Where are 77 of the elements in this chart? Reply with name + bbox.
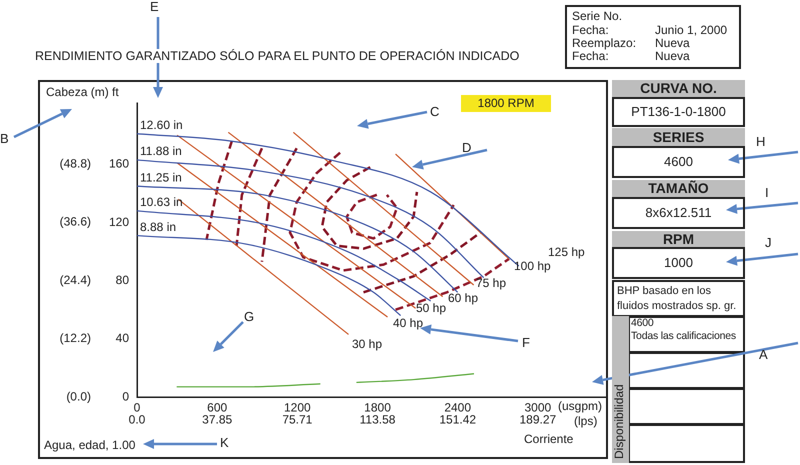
text: Nueva <box>655 36 690 50</box>
y-tick-label: 160 <box>108 156 130 171</box>
text: A <box>759 347 768 362</box>
x2-tick-label: 113.58 <box>360 412 396 427</box>
text: PT136-1-0-1800 <box>612 97 745 127</box>
text: 1000 <box>612 247 745 279</box>
text: Serie No. <box>572 9 622 23</box>
text: Nueva <box>655 49 690 63</box>
y2-tick-label: (36.6) <box>60 214 91 229</box>
x2-tick-label: 75.71 <box>282 412 313 427</box>
y2-tick-label: (48.8) <box>60 156 91 170</box>
text: Agua, edad, 1.00 <box>44 438 136 452</box>
text: K <box>220 435 229 450</box>
series-label: 11.88 in <box>140 144 182 158</box>
x-tick-label: 3000 <box>524 400 552 415</box>
x-tick-label: 1800 <box>364 400 392 415</box>
line-series <box>137 186 458 293</box>
text: Disponibilidad <box>612 316 629 463</box>
text: RPM <box>612 231 745 247</box>
x-tick-label: 2400 <box>444 400 472 415</box>
y-tick-label: 40 <box>116 331 130 346</box>
x2-tick-label: 37.85 <box>202 412 232 427</box>
text: 8x6x12.511 <box>612 197 745 229</box>
series-label: 10.63 in <box>140 195 183 210</box>
annotation: F <box>522 335 530 350</box>
x-tick-label: 0 <box>134 400 141 415</box>
text: Fecha: <box>572 49 609 63</box>
series-label: 12.60 in <box>140 118 183 132</box>
x2-tick-label: 0.0 <box>128 412 146 427</box>
line-series <box>320 166 418 250</box>
y2-tick-label: (12.2) <box>60 331 91 346</box>
text: B <box>0 131 9 146</box>
text: 4600 <box>612 146 745 178</box>
y2-tick-label: (24.4) <box>60 272 91 287</box>
text: Fecha: <box>572 23 609 37</box>
annotation: 40 hp <box>393 316 424 330</box>
annotation: 30 hp <box>352 337 382 351</box>
x2-axis-title: (lps) <box>574 414 598 428</box>
series-label: 11.25 in <box>140 170 182 184</box>
text: Cabeza (m) ft <box>46 85 119 99</box>
y-tick-label: 0 <box>122 389 130 404</box>
text: 4600 <box>631 316 654 330</box>
text: Junio 1, 2000 <box>655 23 728 37</box>
line-series <box>288 151 455 272</box>
text: E <box>150 0 159 14</box>
x-tick-label: 600 <box>207 400 228 415</box>
text: H <box>756 134 766 149</box>
y-tick-label: 120 <box>108 214 130 229</box>
text: TAMAÑO <box>612 180 745 197</box>
text: I <box>765 185 769 200</box>
text: J <box>765 235 772 250</box>
text: BHP basado en los fluidos mostrados sp. gr. <box>612 280 745 317</box>
annotation: D <box>462 140 472 155</box>
y-tick-label: 80 <box>116 272 130 287</box>
annotation: 125 hp <box>548 245 585 259</box>
annotation: 75 hp <box>476 276 506 290</box>
annotation: 50 hp <box>416 301 446 315</box>
line-series <box>137 210 432 302</box>
text: SERIES <box>612 128 745 146</box>
annotation: 60 hp <box>448 291 478 305</box>
annotation: 100 hp <box>514 259 551 273</box>
line-series <box>137 159 484 278</box>
y2-tick-label: (0.0) <box>66 389 91 404</box>
series-label: 8.88 in <box>140 220 176 234</box>
text: Corriente <box>524 432 574 446</box>
text: Todas las calificaciones <box>631 329 736 343</box>
annotation: 1800 RPM <box>461 95 551 112</box>
annotation: C <box>430 104 440 119</box>
annotation: G <box>244 309 254 324</box>
line-series <box>346 194 398 240</box>
x-tick-label: 1200 <box>284 400 312 415</box>
x2-tick-label: 189.27 <box>520 412 557 427</box>
chart-title: RENDIMIENTO GARANTIZADO SÓLO PARA EL PUNTO DE OPERACIÓN INDICADO <box>35 49 520 63</box>
text: Reemplazo: <box>572 36 636 50</box>
text: CURVA NO. <box>612 80 745 97</box>
x-axis-title: (usgpm) <box>558 399 602 413</box>
x2-tick-label: 151.42 <box>439 412 476 427</box>
